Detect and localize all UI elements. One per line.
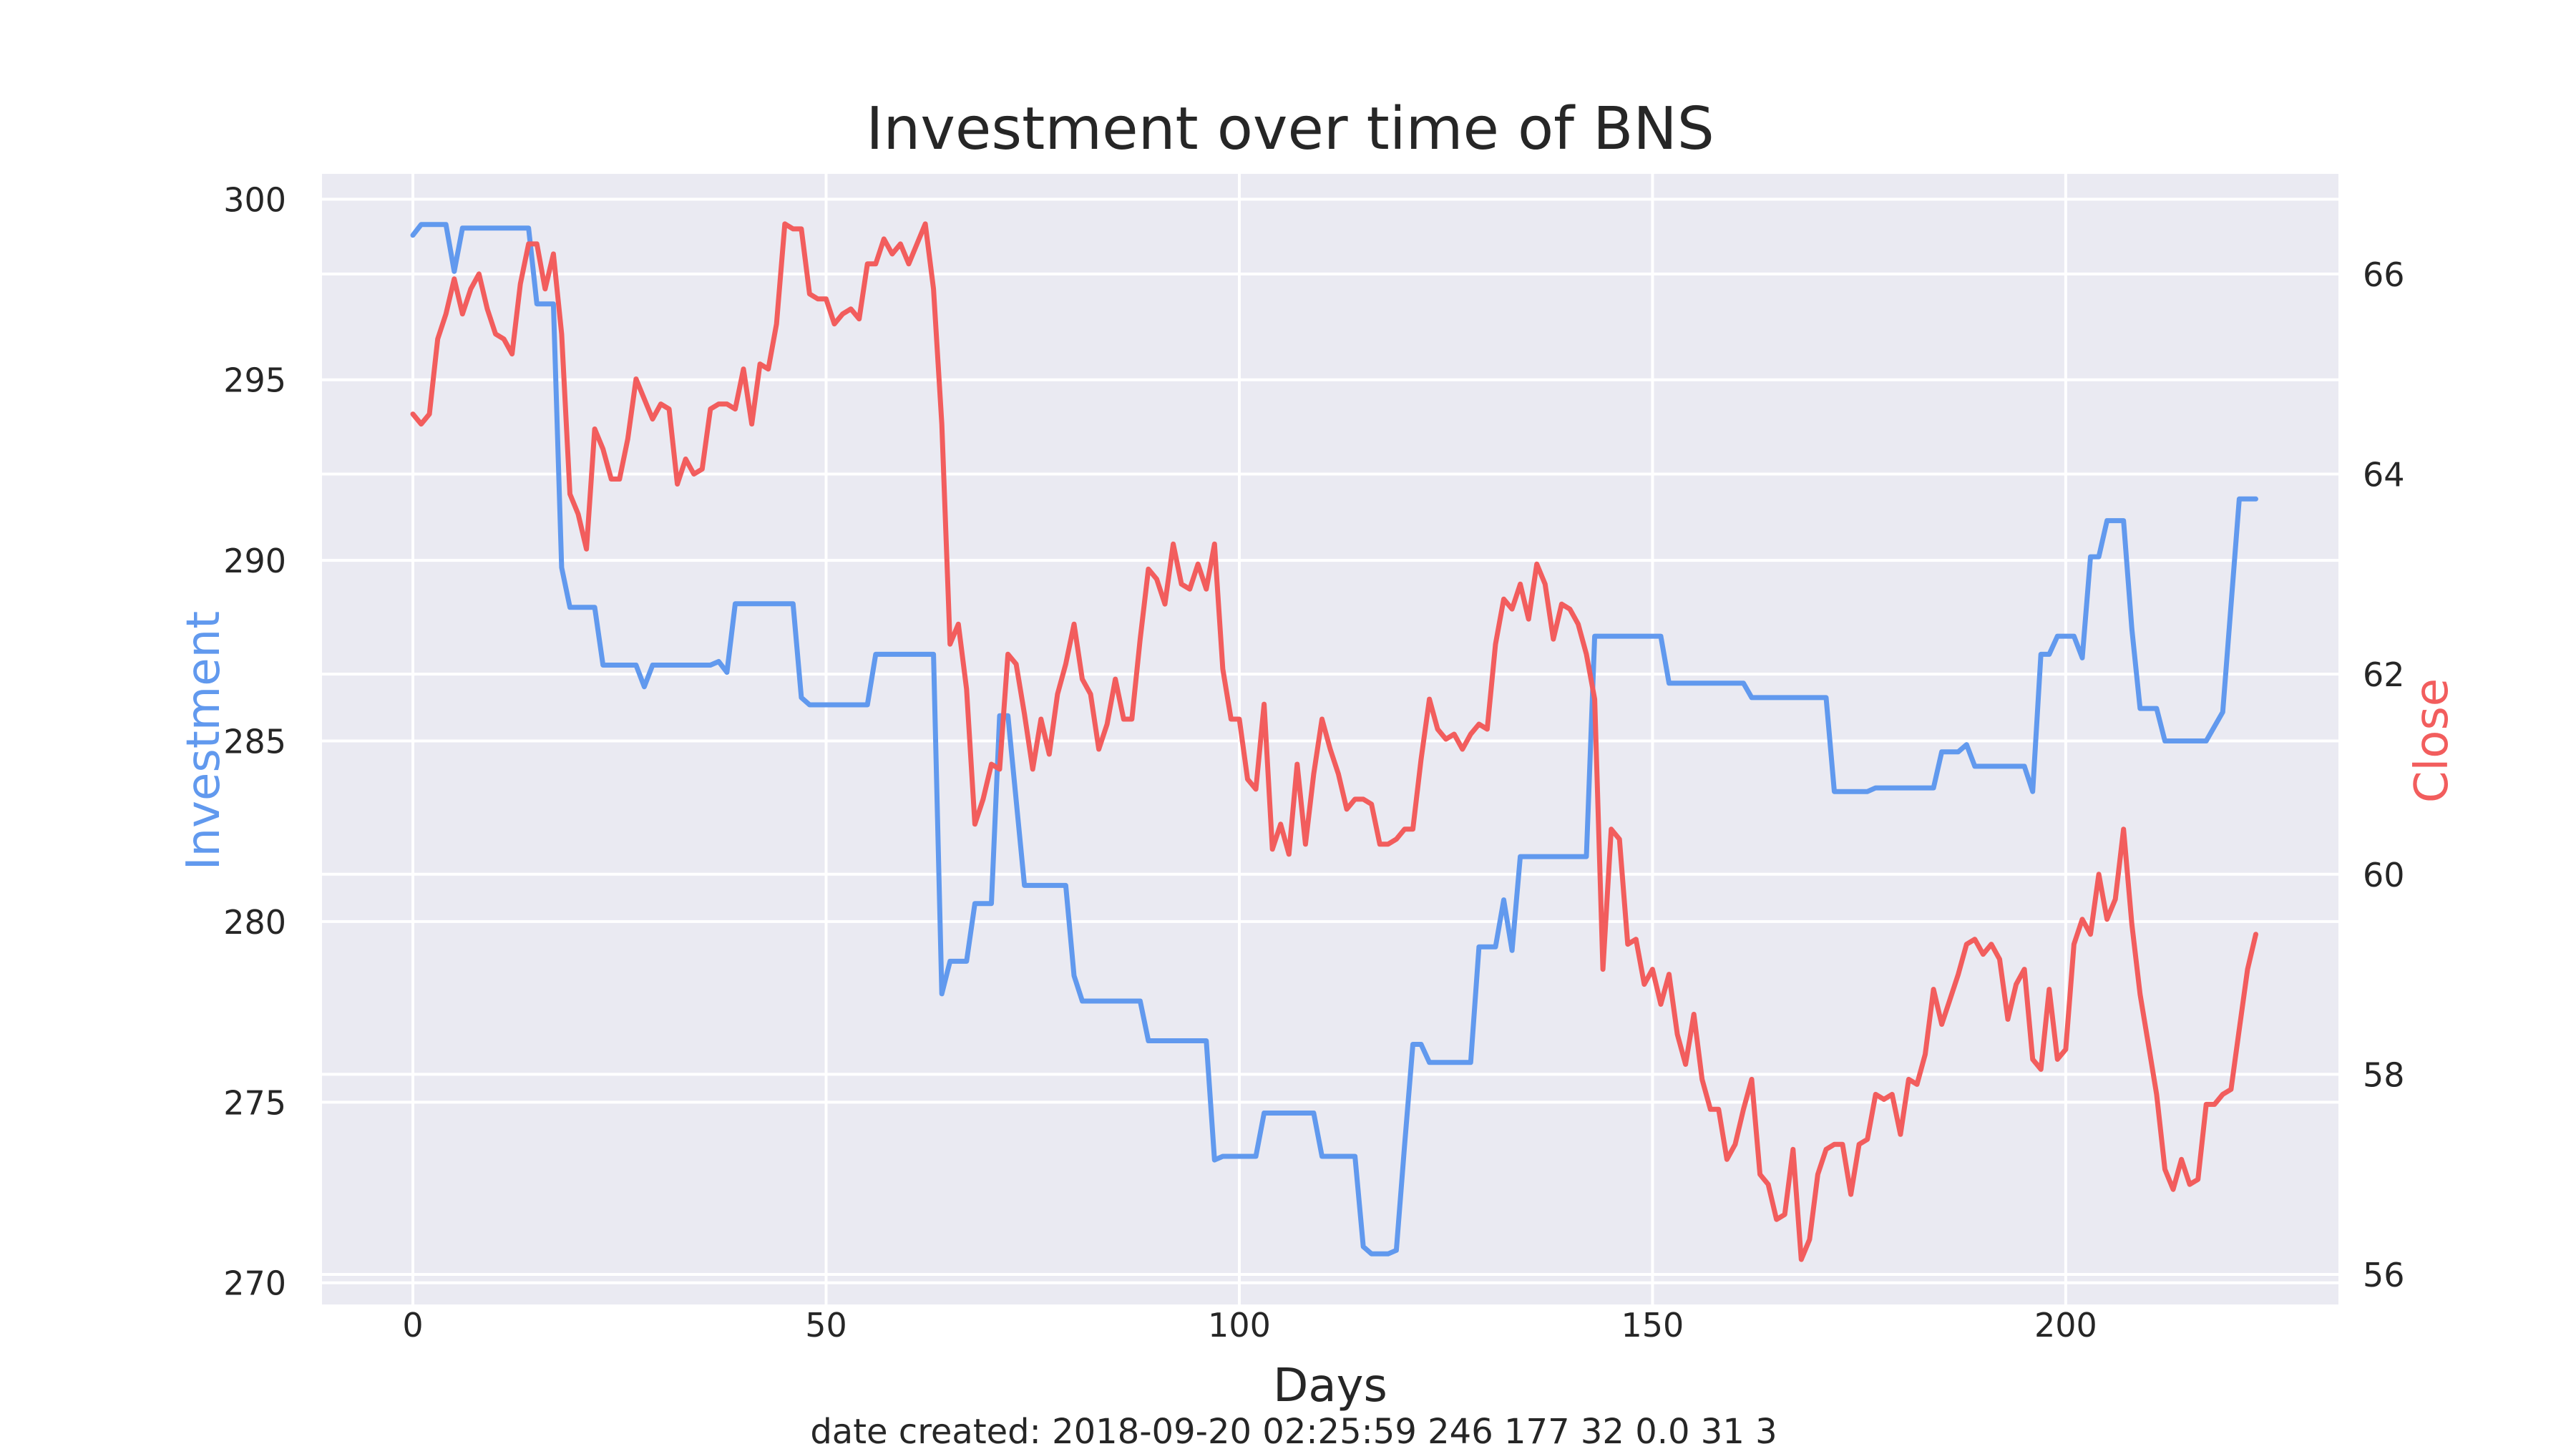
y-right-tick-label: 56 xyxy=(2363,1256,2405,1294)
y-right-tick-label: 62 xyxy=(2363,655,2405,694)
close-series-line xyxy=(410,221,2258,1262)
y-left-tick-label: 290 xyxy=(223,542,286,580)
y-left-tick-label: 295 xyxy=(223,361,286,400)
chart-title: Investment over time of BNS xyxy=(866,95,1714,163)
y-left-tick-label: 275 xyxy=(223,1083,286,1122)
y-axis-right-label: Close xyxy=(2406,678,2459,803)
x-tick-label: 0 xyxy=(402,1306,423,1345)
y-right-tick-label: 58 xyxy=(2363,1055,2405,1094)
y-right-tick-label: 66 xyxy=(2363,255,2405,294)
y-right-tick-label: 64 xyxy=(2363,455,2405,494)
investment-series-line xyxy=(410,222,2258,1257)
x-tick-label: 50 xyxy=(805,1306,847,1345)
y-axis-left-label: Investment xyxy=(177,611,230,871)
x-axis-label: Days xyxy=(1273,1360,1387,1413)
x-tick-label: 150 xyxy=(1621,1306,1684,1345)
tick-labels: 0 50 100 150 200 270 275 280 285 290 295 300 56 58 60 6… xyxy=(223,180,2404,1345)
x-tick-label: 100 xyxy=(1208,1306,1271,1345)
y-right-tick-label: 60 xyxy=(2363,856,2405,894)
grid-lines xyxy=(322,174,2338,1304)
y-left-tick-label: 280 xyxy=(223,903,286,942)
y-left-tick-label: 270 xyxy=(223,1264,286,1303)
series-lines xyxy=(410,221,2258,1262)
x-tick-label: 200 xyxy=(2034,1306,2097,1345)
plot-area xyxy=(322,174,2338,1304)
y-left-tick-label: 300 xyxy=(223,180,286,219)
y-left-tick-label: 285 xyxy=(223,723,286,761)
footnote-date-created: date created: 2018-09-20 02:25:59 246 17… xyxy=(810,1412,1777,1449)
